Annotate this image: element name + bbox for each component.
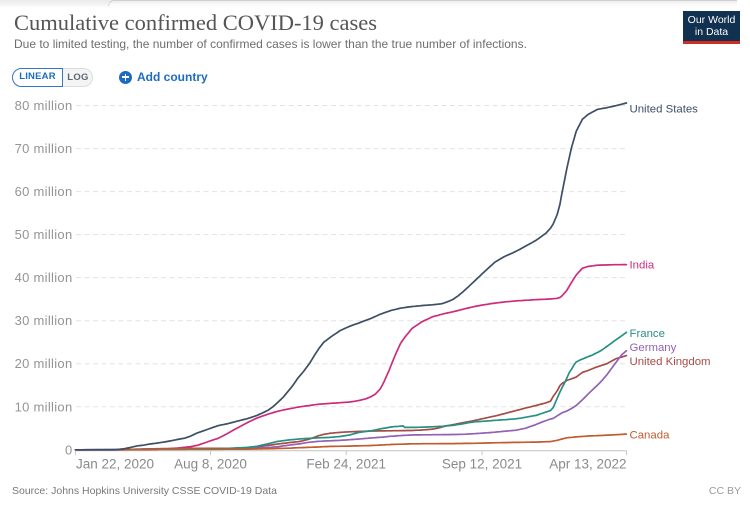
svg-text:80 million: 80 million — [15, 98, 73, 113]
svg-text:70 million: 70 million — [15, 141, 73, 156]
svg-text:Feb 24, 2021: Feb 24, 2021 — [306, 457, 386, 472]
svg-text:Canada: Canada — [630, 430, 671, 442]
svg-text:Sep 12, 2021: Sep 12, 2021 — [442, 457, 522, 472]
svg-text:10 million: 10 million — [15, 399, 73, 414]
svg-text:United States: United States — [630, 104, 699, 116]
svg-text:Apr 13, 2022: Apr 13, 2022 — [549, 457, 626, 472]
svg-text:60 million: 60 million — [15, 184, 73, 199]
svg-text:United Kingdom: United Kingdom — [630, 356, 711, 368]
svg-text:20 million: 20 million — [15, 356, 73, 371]
svg-text:0: 0 — [65, 442, 73, 457]
svg-text:Aug 8, 2020: Aug 8, 2020 — [174, 457, 247, 472]
svg-text:30 million: 30 million — [15, 313, 73, 328]
svg-text:India: India — [630, 260, 655, 272]
svg-text:Germany: Germany — [630, 342, 677, 354]
svg-text:40 million: 40 million — [15, 270, 73, 285]
svg-text:France: France — [630, 328, 665, 340]
svg-text:50 million: 50 million — [15, 227, 73, 242]
svg-text:Jan 22, 2020: Jan 22, 2020 — [76, 457, 154, 472]
